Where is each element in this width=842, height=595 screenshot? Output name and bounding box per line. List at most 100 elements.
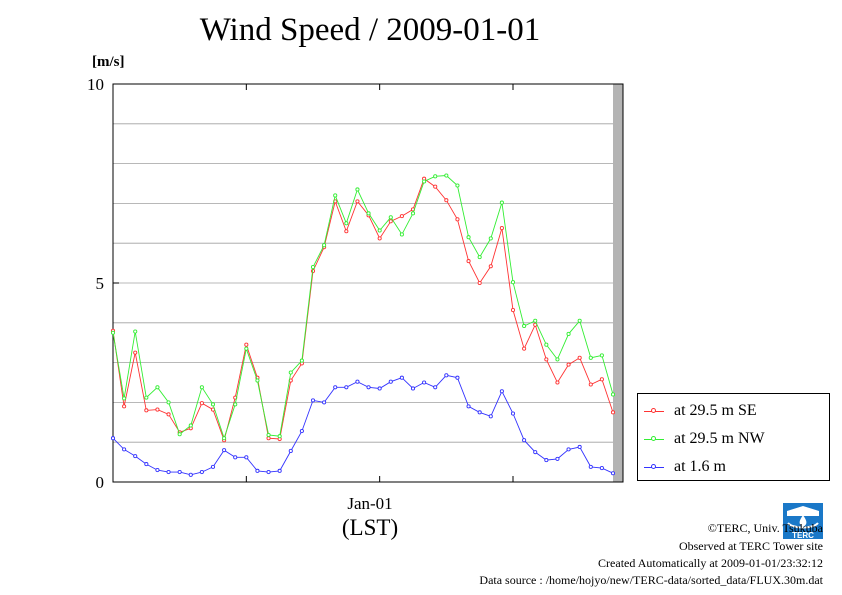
data-point	[455, 375, 460, 380]
data-point	[599, 377, 604, 382]
footer-source: Data source : /home/hojyo/new/TERC-data/…	[479, 573, 823, 587]
data-point	[388, 219, 393, 224]
data-point	[110, 436, 116, 441]
data-point	[410, 386, 416, 391]
footer-observed: Observed at TERC Tower site	[678, 539, 823, 553]
data-point	[288, 448, 293, 454]
data-point	[133, 454, 138, 459]
series-line	[112, 374, 614, 476]
data-point	[544, 357, 549, 362]
data-point	[377, 236, 382, 241]
data-point	[377, 228, 382, 233]
data-point	[599, 466, 604, 471]
data-point	[144, 462, 149, 467]
data-point	[122, 447, 127, 452]
grid-lines	[113, 123, 623, 443]
x-tick-label: Jan-01	[347, 494, 393, 513]
data-point	[244, 342, 249, 347]
data-point	[177, 469, 182, 475]
data-point	[155, 468, 160, 473]
data-point	[544, 342, 549, 347]
data-point	[522, 346, 527, 351]
data-point	[266, 432, 271, 438]
data-point	[522, 323, 527, 329]
legend-label-se: at 29.5 m SE	[674, 402, 757, 419]
data-point	[433, 385, 438, 390]
y-tick-label: 5	[96, 274, 105, 293]
data-point	[455, 183, 460, 188]
data-point	[155, 407, 160, 412]
data-point	[444, 373, 449, 378]
series-0	[110, 176, 616, 443]
data-point	[355, 199, 360, 204]
data-point	[244, 346, 249, 351]
data-point	[155, 385, 160, 390]
data-point	[477, 255, 482, 260]
data-point	[144, 395, 149, 400]
data-point	[544, 458, 549, 463]
data-point	[266, 436, 271, 441]
data-point	[510, 411, 516, 416]
no-data-band	[613, 84, 623, 482]
data-point	[122, 396, 127, 401]
data-point	[266, 469, 271, 475]
data-point	[244, 455, 249, 460]
data-point	[566, 331, 571, 336]
data-point	[610, 410, 616, 415]
data-point	[210, 464, 216, 469]
data-point	[344, 385, 349, 390]
y-tick-label: 10	[87, 75, 104, 94]
data-point	[577, 444, 582, 450]
data-point	[344, 221, 349, 226]
legend-item-nw: at 29.5 m NW	[644, 429, 765, 449]
data-point	[344, 229, 349, 234]
series-2	[110, 373, 616, 477]
data-point	[577, 355, 582, 360]
data-point	[199, 385, 204, 390]
data-point	[433, 174, 438, 179]
footer-copyright: ©TERC, Univ. Tsukuba	[707, 521, 823, 535]
data-point	[277, 468, 282, 473]
data-point	[588, 355, 593, 360]
data-point	[499, 200, 504, 205]
data-point	[599, 353, 604, 358]
data-point	[166, 469, 171, 475]
data-point	[444, 173, 449, 178]
data-point	[399, 232, 404, 237]
legend-symbol-nw	[644, 434, 664, 444]
data-point	[133, 329, 138, 334]
data-point	[177, 432, 182, 437]
data-point	[377, 386, 382, 391]
legend-symbol-1-6m	[644, 462, 664, 472]
data-point	[399, 214, 404, 219]
data-point	[588, 382, 593, 387]
data-point	[255, 468, 260, 473]
data-point	[610, 392, 616, 397]
data-point	[422, 179, 427, 184]
footer-created: Created Automatically at 2009-01-01/23:3…	[598, 556, 823, 570]
data-point	[422, 380, 427, 385]
legend: at 29.5 m SE at 29.5 m NW at 1.6 m	[637, 393, 830, 481]
x-axis-ticks	[245, 84, 514, 482]
data-point	[199, 401, 204, 406]
data-point	[533, 318, 538, 323]
legend-label-nw: at 29.5 m NW	[674, 430, 765, 447]
data-point	[188, 472, 193, 477]
data-point	[288, 370, 293, 375]
data-point	[199, 469, 204, 475]
data-point	[477, 280, 482, 286]
data-point	[166, 400, 171, 405]
data-point	[166, 412, 171, 417]
data-point	[588, 464, 593, 469]
data-point	[333, 193, 338, 198]
data-point	[233, 402, 238, 407]
data-point	[133, 350, 138, 355]
data-point	[144, 408, 149, 413]
data-point	[222, 436, 227, 441]
data-point	[255, 378, 260, 383]
data-point	[444, 198, 449, 203]
data-point	[488, 236, 493, 241]
y-axis-unit-label: [m/s]	[92, 54, 125, 70]
legend-symbol-se	[644, 406, 664, 416]
